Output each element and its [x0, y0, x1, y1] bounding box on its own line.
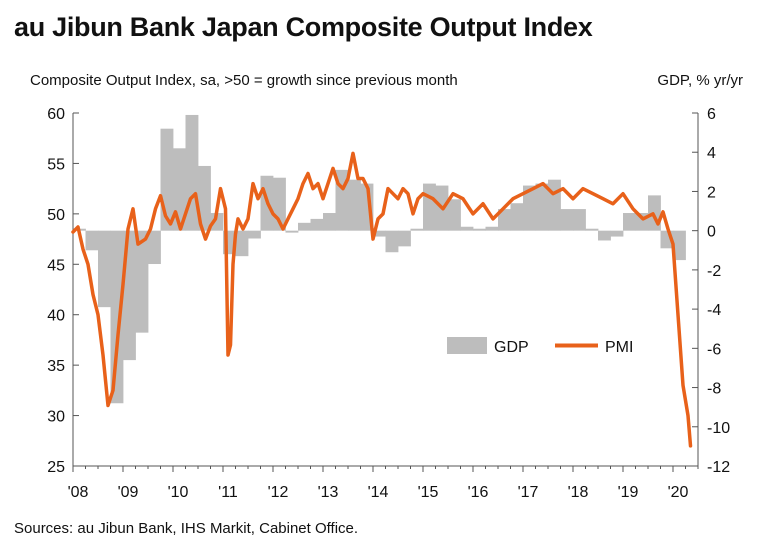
- x-tick-label: '19: [618, 484, 639, 501]
- gdp-bar: [310, 218, 324, 231]
- gdp-bar: [410, 228, 424, 231]
- axes: 25 30 35 40 45 50 55 60 -12 -10 -8 -6 -4 -2 0 2 4 6 '08 '09…: [47, 106, 730, 501]
- right-tick-label: -12: [707, 459, 730, 476]
- x-tick-label: '18: [568, 484, 589, 501]
- gdp-bar: [385, 230, 399, 253]
- gdp-bar: [448, 199, 461, 231]
- right-tick-label: -10: [707, 420, 730, 437]
- gdp-bar: [348, 179, 361, 231]
- left-tick-label: 50: [47, 207, 65, 224]
- gdp-bar: [523, 185, 536, 231]
- gdp-bar: [460, 226, 474, 231]
- right-axis-label: GDP, % yr/yr: [657, 72, 743, 89]
- gdp-bar: [560, 209, 574, 231]
- gdp-bar: [573, 209, 586, 231]
- gdp-bar: [623, 213, 636, 231]
- gdp-bar: [210, 213, 224, 231]
- gdp-bar: [285, 230, 299, 233]
- gdp-bar: [235, 230, 249, 257]
- left-tick-label: 40: [47, 308, 65, 325]
- legend-gdp-swatch: [447, 337, 487, 354]
- x-tick-label: '13: [318, 484, 339, 501]
- x-tick-label: '14: [368, 484, 389, 501]
- gdp-bar: [110, 230, 124, 404]
- gdp-bar: [198, 165, 211, 231]
- pmi-line: [71, 151, 693, 448]
- gdp-bar: [610, 230, 624, 237]
- gdp-bar: [473, 228, 486, 231]
- x-tick-label: '17: [518, 484, 539, 501]
- left-tick-label: 45: [47, 257, 65, 274]
- x-tick-label: '10: [168, 484, 189, 501]
- left-tick-label: 35: [47, 358, 65, 375]
- gdp-bar: [535, 183, 549, 231]
- gdp-bar: [98, 230, 111, 308]
- left-tick-label: 60: [47, 106, 65, 123]
- gdp-bar: [323, 213, 336, 231]
- gdp-bar: [510, 203, 524, 231]
- gdp-bar: [398, 230, 411, 247]
- gdp-bar: [373, 230, 386, 237]
- right-tick-label: 4: [707, 145, 716, 162]
- gdp-bar: [173, 148, 186, 231]
- gdp-bar: [673, 230, 686, 261]
- gdp-bar: [298, 222, 311, 231]
- x-tick-label: '20: [668, 484, 689, 501]
- source-note: Sources: au Jibun Bank, IHS Markit, Cabi…: [14, 520, 359, 537]
- left-tick-label: 30: [47, 409, 65, 426]
- gdp-bar: [485, 226, 499, 231]
- gdp-bar: [423, 183, 436, 231]
- gdp-bar: [548, 179, 561, 231]
- gdp-bar: [498, 209, 511, 231]
- x-tick-label: '16: [468, 484, 489, 501]
- gdp-bar: [148, 230, 161, 265]
- gdp-bar-series: [73, 114, 686, 404]
- gdp-bar: [598, 230, 611, 241]
- pmi-line-series: [71, 151, 693, 448]
- x-tick-label: '11: [218, 484, 238, 501]
- left-tick-label: 55: [47, 156, 65, 173]
- gdp-bar: [248, 230, 261, 239]
- gdp-bar: [585, 228, 599, 231]
- legend-gdp-label: GDP: [494, 339, 529, 356]
- right-tick-label: -2: [707, 263, 721, 280]
- left-tick-label: 25: [47, 459, 65, 476]
- x-tick-label: '12: [268, 484, 289, 501]
- legend: GDP PMI: [447, 337, 633, 356]
- gdp-bar: [135, 230, 149, 333]
- right-tick-label: 6: [707, 106, 716, 123]
- right-tick-label: 0: [707, 224, 716, 241]
- gdp-bar: [85, 230, 99, 251]
- right-tick-label: -6: [707, 341, 721, 358]
- legend-pmi-label: PMI: [605, 339, 633, 356]
- x-tick-label: '09: [118, 484, 139, 501]
- left-axis-label: Composite Output Index, sa, >50 = growth…: [30, 72, 458, 89]
- right-tick-label: -8: [707, 381, 721, 398]
- x-tick-label: '15: [418, 484, 439, 501]
- x-tick-label: '08: [68, 484, 89, 501]
- right-tick-label: 2: [707, 184, 716, 201]
- chart-title: au Jibun Bank Japan Composite Output Ind…: [14, 12, 593, 42]
- right-tick-label: -4: [707, 302, 721, 319]
